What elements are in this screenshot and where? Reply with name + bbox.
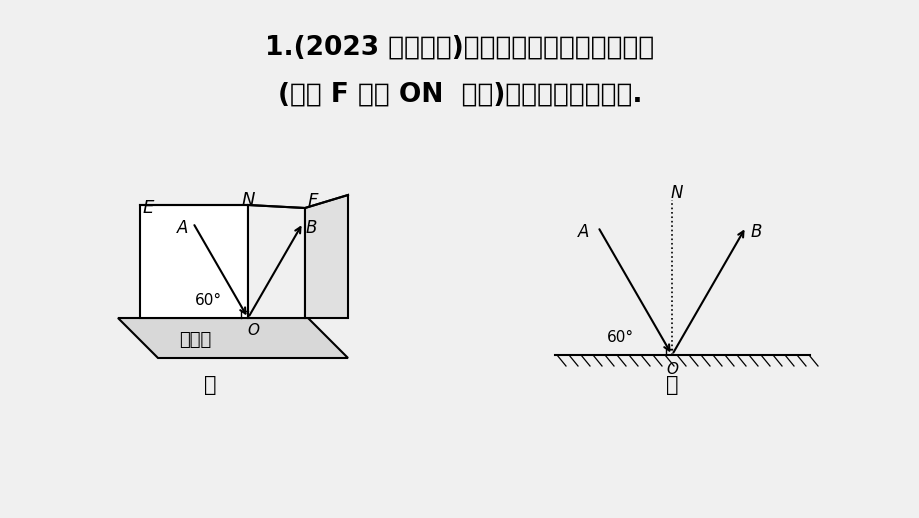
Text: A: A <box>578 223 589 241</box>
Polygon shape <box>140 205 248 318</box>
Polygon shape <box>248 205 305 318</box>
Text: 60°: 60° <box>194 293 221 308</box>
Text: O: O <box>665 362 677 377</box>
Polygon shape <box>305 195 347 318</box>
Text: B: B <box>750 223 761 241</box>
Text: A: A <box>177 219 188 237</box>
Text: 甲: 甲 <box>203 375 216 395</box>
Text: 60°: 60° <box>606 329 633 344</box>
Text: F: F <box>308 192 318 210</box>
Text: (纸板 F 可绕 ON  翻折)探究光的反射定律.: (纸板 F 可绕 ON 翻折)探究光的反射定律. <box>278 82 641 108</box>
Text: N: N <box>241 191 255 209</box>
Text: 乙: 乙 <box>665 375 677 395</box>
Text: B: B <box>305 219 316 237</box>
Text: O: O <box>246 323 259 338</box>
Text: 1.(2023 眉山中考)同学们利用图甲所示的器材: 1.(2023 眉山中考)同学们利用图甲所示的器材 <box>265 35 654 61</box>
Text: 平面镜: 平面镜 <box>178 331 210 349</box>
Text: E: E <box>142 199 153 217</box>
Polygon shape <box>118 318 347 358</box>
Text: N: N <box>670 184 683 202</box>
